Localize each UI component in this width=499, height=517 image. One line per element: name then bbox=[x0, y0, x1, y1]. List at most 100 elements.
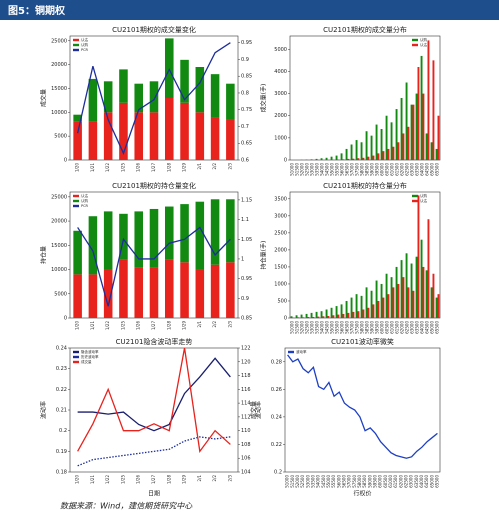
header-bar bbox=[0, 0, 499, 20]
y2-tick-label: 114 bbox=[241, 401, 251, 407]
bar bbox=[337, 314, 340, 318]
y2-tick-label: 118 bbox=[241, 373, 251, 379]
legend-swatch bbox=[412, 199, 418, 203]
x-tick-label: 54500 bbox=[325, 321, 330, 334]
y-tick-label: 0.28 bbox=[271, 359, 282, 365]
bar bbox=[375, 280, 378, 318]
bar bbox=[330, 307, 333, 318]
bar bbox=[335, 306, 338, 318]
y2-tick-label: 0.7 bbox=[241, 124, 249, 130]
bar bbox=[380, 283, 383, 318]
bar bbox=[103, 81, 113, 113]
bar bbox=[432, 273, 435, 318]
bar bbox=[352, 311, 355, 318]
y2-tick-label: 0.6 bbox=[241, 158, 249, 164]
y-tick-label: 0 bbox=[64, 316, 67, 322]
x-tick-label: 60000 bbox=[380, 321, 385, 334]
y2-tick-label: 0.65 bbox=[241, 141, 252, 147]
bar bbox=[226, 119, 235, 160]
x-tick-label: 60000 bbox=[378, 475, 383, 488]
bar bbox=[332, 315, 335, 318]
bar bbox=[387, 294, 390, 318]
x-tick-label: 58500 bbox=[365, 321, 370, 334]
x-tick-label: 56500 bbox=[341, 475, 346, 488]
legend-label: 认沽 bbox=[81, 193, 88, 198]
y2-tick-label: 116 bbox=[241, 387, 251, 393]
line bbox=[77, 226, 231, 307]
bar bbox=[88, 78, 98, 122]
x-tick-label: 65000 bbox=[430, 321, 435, 334]
bar bbox=[360, 142, 363, 160]
chart-title: CU2101期权的持仓量变化 bbox=[112, 181, 196, 190]
line bbox=[77, 357, 231, 432]
chart-title: CU2101期权的成交量分布 bbox=[323, 25, 407, 34]
legend-swatch bbox=[73, 199, 79, 203]
legend-label: 认购 bbox=[420, 193, 428, 198]
bar bbox=[357, 311, 360, 318]
x-tick-label: 2/3 bbox=[227, 321, 232, 328]
x-tick-label: 59000 bbox=[367, 475, 372, 488]
x-axis-label: 日期 bbox=[148, 490, 160, 498]
bar bbox=[365, 287, 368, 318]
plot-frame bbox=[289, 35, 441, 161]
bar bbox=[420, 239, 423, 318]
bar bbox=[305, 313, 308, 318]
chart-title: CU2101期权的成交量变化 bbox=[112, 25, 196, 34]
x-tick-label: 64500 bbox=[425, 163, 430, 176]
x-tick-label: 51000 bbox=[285, 475, 290, 488]
bar bbox=[397, 142, 400, 160]
y2-tick-label: 104 bbox=[241, 470, 251, 476]
y2-tick-label: 0.85 bbox=[241, 74, 252, 80]
x-tick-label: 1/26 bbox=[136, 321, 141, 330]
x-tick-label: 53000 bbox=[310, 163, 315, 176]
x-tick-label: 55500 bbox=[335, 163, 340, 176]
bar bbox=[430, 142, 433, 160]
bar bbox=[425, 270, 428, 318]
bar bbox=[310, 312, 313, 318]
bar bbox=[73, 230, 82, 275]
x-tick-label: 60500 bbox=[385, 321, 390, 334]
y-tick-label: 3500 bbox=[274, 196, 287, 202]
bar bbox=[412, 104, 415, 160]
x-tick-label: 1/27 bbox=[151, 163, 156, 172]
y-tick-label: 5000 bbox=[274, 47, 287, 53]
bar bbox=[437, 115, 440, 160]
line bbox=[77, 42, 231, 156]
y-tick-label: 500 bbox=[277, 298, 287, 304]
bar bbox=[73, 121, 82, 160]
x-tick-label: 52000 bbox=[300, 163, 305, 176]
bar bbox=[410, 263, 413, 318]
legend-swatch bbox=[73, 194, 79, 198]
y-tick-label: 0 bbox=[284, 316, 287, 322]
legend-label: 认购 bbox=[81, 198, 88, 203]
y-axis-label: 持仓量(手) bbox=[260, 241, 268, 270]
y-tick-label: 0.2 bbox=[59, 428, 67, 434]
x-tick-label: 59500 bbox=[372, 475, 377, 488]
bar bbox=[372, 155, 375, 160]
x-tick-label: 61500 bbox=[395, 321, 400, 334]
bar bbox=[415, 256, 418, 318]
bar bbox=[430, 287, 433, 318]
bar bbox=[103, 112, 113, 160]
x-tick-label: 58000 bbox=[360, 163, 365, 176]
x-tick-label: 63000 bbox=[410, 163, 415, 176]
y2-tick-label: 120 bbox=[241, 359, 251, 365]
y-tick-label: 2000 bbox=[274, 113, 287, 119]
bar bbox=[315, 311, 318, 318]
x-tick-label: 62000 bbox=[398, 475, 403, 488]
bar bbox=[382, 151, 385, 160]
bar bbox=[73, 114, 82, 122]
bar bbox=[360, 295, 363, 318]
bar bbox=[210, 264, 220, 318]
bar bbox=[322, 316, 325, 318]
x-tick-label: 2/3 bbox=[227, 163, 232, 170]
bar bbox=[382, 297, 385, 318]
bar bbox=[119, 259, 128, 318]
x-tick-label: 55000 bbox=[330, 321, 335, 334]
x-tick-label: 58000 bbox=[360, 321, 365, 334]
bar bbox=[392, 146, 395, 160]
legend-swatch bbox=[73, 43, 79, 47]
x-tick-label: 58500 bbox=[365, 163, 370, 176]
x-tick-label: 63000 bbox=[410, 321, 415, 334]
x-tick-label: 2/2 bbox=[212, 163, 217, 170]
